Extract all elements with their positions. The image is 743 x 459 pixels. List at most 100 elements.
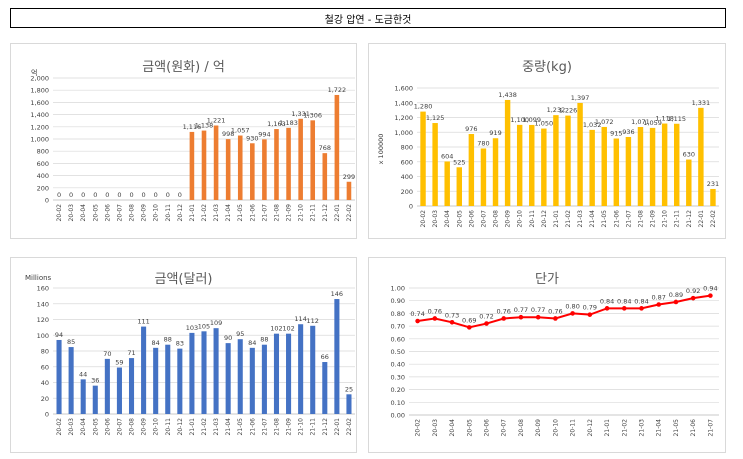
bar — [249, 347, 255, 414]
data-point — [587, 312, 593, 317]
x-tick-label: 20-05 — [456, 210, 463, 228]
data-point — [690, 295, 696, 301]
x-tick-label: 21-10 — [662, 210, 669, 228]
chart-panel-usd: 금액(달러) Millions 0 20 40 60 80 100 120 140 160 20-… — [10, 257, 357, 453]
x-tick-label: 21-07 — [261, 204, 268, 222]
bar — [310, 120, 316, 200]
chart-title: 금액(달러) — [154, 272, 213, 287]
x-tick-label: 20-02 — [56, 204, 63, 222]
data-label: 231 — [707, 180, 719, 188]
y-tick-label: 1,200 — [30, 123, 49, 131]
bar — [613, 138, 620, 206]
bar — [541, 128, 547, 206]
data-point — [449, 319, 455, 325]
x-tick-label: 20-06 — [484, 419, 491, 437]
x-tick-label: 20-06 — [468, 210, 475, 228]
x-tick-label: 21-05 — [673, 419, 680, 437]
data-label: 103 — [186, 324, 198, 332]
y-tick-label: 0.80 — [391, 310, 405, 318]
bar — [577, 102, 583, 206]
bar — [698, 107, 704, 206]
y-tick-label: 0.50 — [391, 348, 405, 356]
data-label: 0 — [129, 191, 133, 199]
x-tick-label: 21-03 — [639, 419, 646, 437]
bar — [601, 126, 607, 206]
data-label: 88 — [260, 336, 268, 344]
data-label: 0.73 — [445, 311, 459, 319]
y-tick-label: 0 — [45, 411, 49, 419]
data-label: 1,050 — [535, 120, 554, 128]
y-tick-label: 140 — [37, 300, 49, 308]
data-label: 85 — [67, 338, 75, 346]
x-tick-label: 21-12 — [686, 210, 693, 228]
bar — [201, 331, 207, 414]
chart-krw: 0 200 400 600 800 1,000 1,200 1,400 1,600 1,800 2,… — [30, 75, 355, 222]
y-tick-label: 0.20 — [391, 386, 405, 394]
bar — [141, 326, 147, 414]
bar — [492, 138, 499, 206]
bar — [68, 347, 74, 414]
bar — [346, 394, 352, 414]
x-tick-label: 20-02 — [56, 418, 63, 436]
data-label: 1,100 — [510, 116, 529, 124]
x-tick-label: 21-07 — [707, 419, 714, 437]
data-label: 84 — [248, 339, 256, 347]
bar — [420, 111, 426, 206]
bar — [529, 124, 535, 206]
chart-panel-krw: 금액(원화) / 억 억 0 200 400 600 800 1,000 1,200 1,40… — [10, 43, 357, 239]
data-label: 0.84 — [617, 297, 631, 305]
x-tick-label: 20-03 — [432, 210, 439, 228]
chart-panel-kg: 중량(kg) 0 200 400 600 800 1,000 1,200 1,400 1,600… — [368, 43, 726, 239]
x-tick-label: 20-12 — [587, 419, 594, 437]
x-tick-label: 21-04 — [225, 204, 232, 222]
y-tick-label: 1,800 — [30, 87, 49, 95]
bar — [201, 130, 207, 200]
data-label: 0 — [105, 191, 109, 199]
bar — [468, 134, 475, 206]
y-tick-label: 400 — [37, 172, 49, 180]
data-label: 919 — [489, 129, 501, 137]
x-tick-label: 21-03 — [577, 210, 584, 228]
x-tick-label: 20-10 — [153, 204, 160, 222]
x-tick-label: 21-11 — [310, 204, 317, 222]
bar — [165, 344, 171, 414]
bar — [261, 344, 267, 414]
bar — [213, 125, 219, 200]
y-tick-label: 100 — [37, 332, 49, 340]
x-tick-label: 21-12 — [322, 204, 329, 222]
y-tick-label: 120 — [37, 316, 49, 324]
data-label: 0.79 — [583, 304, 597, 312]
data-point — [415, 318, 420, 324]
data-point — [501, 316, 507, 321]
y-tick-label: 160 — [37, 285, 49, 293]
data-label: 1,331 — [291, 110, 310, 118]
x-tick-label: 22-01 — [698, 210, 705, 228]
bar — [128, 358, 135, 414]
data-point — [621, 306, 627, 311]
x-tick-label: 20-09 — [141, 418, 148, 436]
x-tick-label: 21-08 — [273, 418, 280, 436]
data-label: 1,722 — [328, 86, 347, 94]
bar — [80, 379, 86, 414]
bar — [298, 118, 303, 200]
bar — [286, 333, 292, 414]
bar — [637, 127, 644, 206]
bar — [116, 367, 122, 414]
page-title: 철강 압연 - 도금한것 — [10, 8, 726, 28]
x-tick-label: 21-01 — [604, 419, 611, 437]
x-tick-label: 21-08 — [273, 204, 280, 222]
chart-panel-price: 단가 0.00 0.10 0.20 0.30 0.40 0.50 0.60 0.70 0.80 0… — [368, 257, 726, 453]
bar — [237, 339, 243, 414]
data-label: 1,397 — [571, 94, 590, 102]
data-label: 1,115 — [667, 115, 686, 123]
y-axis-unit: 억 — [31, 69, 38, 77]
data-label: 88 — [164, 336, 172, 344]
data-point — [535, 314, 541, 320]
x-tick-label: 21-01 — [553, 210, 560, 228]
data-label: 1,072 — [595, 118, 614, 126]
x-tick-label: 20-07 — [116, 204, 123, 222]
x-tick-label: 20-06 — [104, 204, 111, 222]
data-label: 1,059 — [643, 119, 662, 127]
data-label: 1,232 — [547, 106, 566, 114]
data-label: 525 — [453, 158, 465, 166]
